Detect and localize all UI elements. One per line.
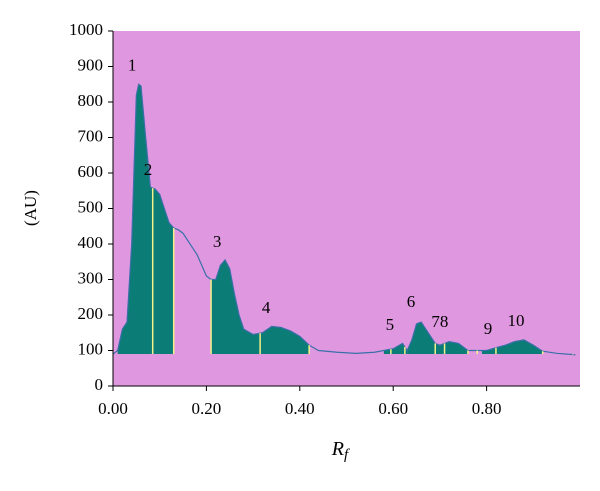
peak-area [383,343,408,355]
x-axis-label-main: R [331,438,344,460]
peak-label: 9 [484,319,493,338]
y-axis-label: (AU) [21,190,40,226]
y-tick-label: 1000 [69,20,103,39]
peak-area [407,322,436,355]
trace-line [112,83,576,356]
y-tick-label: 700 [78,126,104,145]
y-tick-label: 400 [78,233,104,252]
y-tick-label: 300 [78,268,104,287]
x-tick-label: 0.40 [285,399,315,418]
peak-area [481,339,543,355]
peak-area [211,259,310,355]
x-tick-label: 0.20 [192,399,222,418]
peak-label: 6 [407,292,416,311]
peak-label: 78 [431,312,448,331]
y-tick-label: 200 [78,304,104,323]
y-tick-label: 900 [78,55,104,74]
y-tick-label: 600 [78,162,104,181]
peak-area [117,84,174,355]
x-tick-label: 0.00 [98,399,128,418]
x-tick-label: 0.80 [472,399,502,418]
peak-label: 5 [386,315,395,334]
peak-label: 2 [144,160,153,179]
peak-label: 4 [262,298,271,317]
peak-label: 10 [508,311,525,330]
peak-label: 1 [128,55,137,74]
x-axis-label-sub: f [344,447,350,463]
y-tick-label: 0 [95,375,104,394]
peak-label: 3 [213,232,222,251]
x-axis-label: Rf [331,438,350,464]
y-tick-label: 500 [78,197,104,216]
plot-background [113,31,580,386]
y-tick-label: 800 [78,91,104,110]
x-tick-label: 0.60 [378,399,408,418]
y-tick-label: 100 [78,339,104,358]
